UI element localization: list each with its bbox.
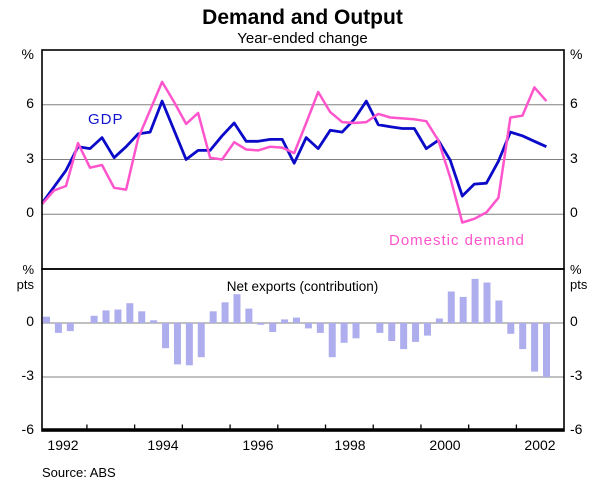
domestic-demand-series-label: Domestic demand — [389, 232, 525, 249]
pts-label: pts — [16, 277, 34, 292]
x-tick-label: 1992 — [47, 437, 79, 453]
y-tick-label: 3 — [570, 150, 578, 166]
y-tick-label: -3 — [21, 367, 34, 383]
percent-sign: % — [22, 262, 34, 277]
net-exports-panel-label: Net exports (contribution) — [226, 279, 379, 294]
chart-subtitle: Year-ended change — [237, 30, 368, 47]
x-tick-label: 1996 — [242, 437, 274, 453]
y-axis-unit-bottom-right: % pts — [570, 262, 605, 292]
gdp-series-label: GDP — [88, 111, 124, 128]
y-tick-label: 3 — [26, 150, 34, 166]
percent-sign: % — [570, 262, 582, 277]
y-axis-unit-top-left: % — [21, 46, 34, 62]
y-tick-label: 6 — [26, 95, 34, 111]
y-tick-label: 0 — [26, 204, 34, 220]
y-tick-label: -6 — [570, 421, 583, 437]
chart-title: Demand and Output — [202, 6, 403, 29]
y-tick-label: 0 — [570, 204, 578, 220]
y-tick-label: -3 — [570, 367, 583, 383]
x-tick-label: 2002 — [524, 437, 556, 453]
y-tick-label: 0 — [26, 313, 34, 329]
x-tick-label: 2000 — [429, 437, 461, 453]
y-tick-label: -6 — [21, 421, 34, 437]
x-tick-label: 1998 — [334, 437, 366, 453]
y-axis-unit-bottom-left: % pts — [0, 262, 34, 292]
x-tick-label: 1994 — [147, 437, 179, 453]
y-tick-label: 0 — [570, 313, 578, 329]
pts-label: pts — [570, 277, 588, 292]
y-axis-unit-top-right: % — [570, 46, 583, 62]
y-tick-label: 6 — [570, 95, 578, 111]
source-note: Source: ABS — [42, 465, 116, 480]
